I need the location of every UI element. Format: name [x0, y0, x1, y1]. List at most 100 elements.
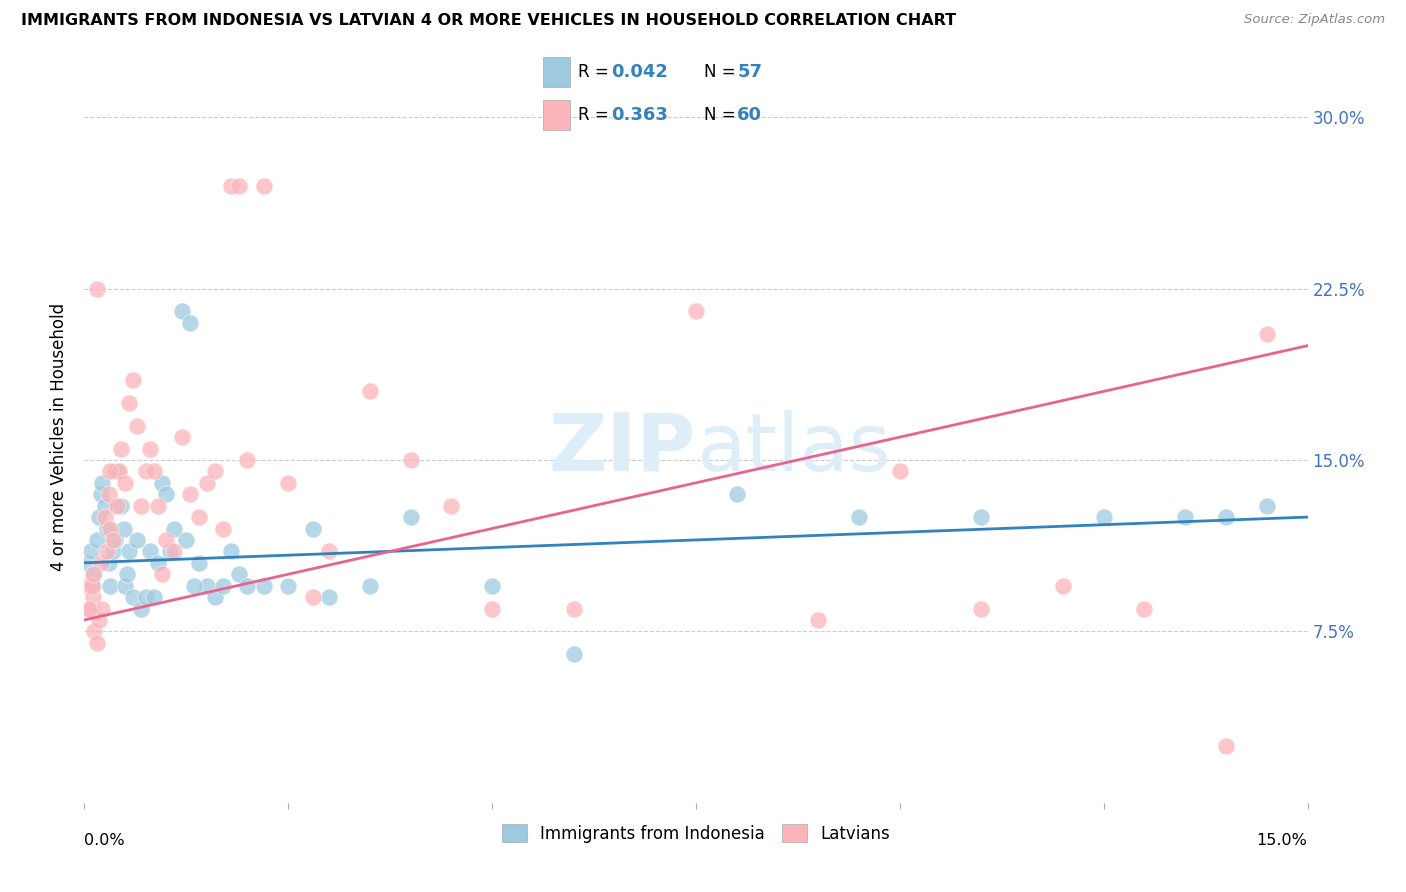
FancyBboxPatch shape [543, 100, 569, 130]
Point [90, 487, 112, 501]
Point [195, 475, 218, 490]
Point [1215, 510, 1237, 524]
Point [93, 499, 115, 513]
Point [100, 521, 122, 535]
Point [86, 281, 108, 295]
Point [135, 464, 157, 478]
Point [127, 533, 149, 547]
Point [77, 556, 100, 570]
Point [83, 624, 105, 639]
Point [91, 475, 114, 490]
Point [253, 178, 276, 193]
Text: IMMIGRANTS FROM INDONESIA VS LATVIAN 4 OR MORE VEHICLES IN HOUSEHOLD CORRELATION: IMMIGRANTS FROM INDONESIA VS LATVIAN 4 O… [21, 13, 956, 29]
Point [104, 533, 127, 547]
Point [318, 590, 340, 604]
Point [1256, 327, 1278, 342]
Point [131, 499, 153, 513]
Point [187, 556, 209, 570]
Point [100, 579, 122, 593]
Point [80, 601, 103, 615]
Point [183, 579, 205, 593]
Point [142, 464, 165, 478]
Point [93, 510, 115, 524]
Legend: Immigrants from Indonesia, Latvians: Immigrants from Indonesia, Latvians [495, 818, 897, 849]
Point [179, 487, 201, 501]
Point [228, 567, 250, 582]
Point [236, 453, 259, 467]
Point [212, 579, 235, 593]
Y-axis label: 4 or more Vehicles in Household: 4 or more Vehicles in Household [51, 303, 69, 571]
Point [889, 464, 911, 478]
Point [195, 579, 218, 593]
Point [142, 590, 165, 604]
Point [82, 590, 104, 604]
Point [96, 521, 118, 535]
Point [150, 475, 173, 490]
Text: 0.0%: 0.0% [84, 833, 125, 848]
Text: atlas: atlas [696, 409, 890, 488]
Text: R =: R = [578, 63, 614, 81]
Point [97, 487, 120, 501]
Point [110, 499, 132, 513]
Point [146, 499, 169, 513]
Text: 15.0%: 15.0% [1257, 833, 1308, 848]
Point [1174, 510, 1197, 524]
Text: 60: 60 [737, 106, 762, 124]
Point [212, 521, 235, 535]
Point [204, 464, 226, 478]
Point [399, 453, 422, 467]
Point [236, 579, 259, 593]
Point [318, 544, 340, 558]
Point [127, 418, 149, 433]
Point [159, 544, 181, 558]
Point [1052, 579, 1074, 593]
Point [172, 304, 194, 318]
Point [1256, 499, 1278, 513]
Text: R =: R = [578, 106, 614, 124]
Point [77, 579, 100, 593]
Point [80, 544, 103, 558]
Point [219, 544, 242, 558]
Point [253, 579, 276, 593]
Point [122, 590, 145, 604]
Point [562, 647, 585, 661]
Point [359, 579, 381, 593]
Point [481, 601, 503, 615]
Point [138, 442, 160, 456]
Point [83, 567, 105, 582]
Point [301, 590, 323, 604]
Point [90, 556, 112, 570]
Point [440, 499, 463, 513]
Point [174, 533, 197, 547]
Point [138, 544, 160, 558]
Point [80, 579, 103, 593]
Point [685, 304, 707, 318]
Point [970, 601, 993, 615]
Text: 0.363: 0.363 [612, 106, 668, 124]
Point [131, 601, 153, 615]
Point [228, 178, 250, 193]
Point [163, 544, 186, 558]
Point [146, 556, 169, 570]
Point [107, 464, 129, 478]
Point [86, 533, 108, 547]
Point [118, 544, 141, 558]
Point [219, 178, 242, 193]
Point [277, 475, 299, 490]
Point [150, 567, 173, 582]
Point [105, 499, 128, 513]
Point [82, 567, 104, 582]
Point [115, 567, 138, 582]
Text: ZIP: ZIP [548, 409, 696, 488]
Point [112, 521, 135, 535]
Text: Source: ZipAtlas.com: Source: ZipAtlas.com [1244, 13, 1385, 27]
Point [97, 556, 120, 570]
Text: 0.042: 0.042 [612, 63, 668, 81]
Point [122, 373, 145, 387]
Point [114, 579, 136, 593]
Point [1215, 739, 1237, 753]
Point [848, 510, 870, 524]
Point [204, 590, 226, 604]
FancyBboxPatch shape [543, 57, 569, 87]
Point [155, 487, 177, 501]
